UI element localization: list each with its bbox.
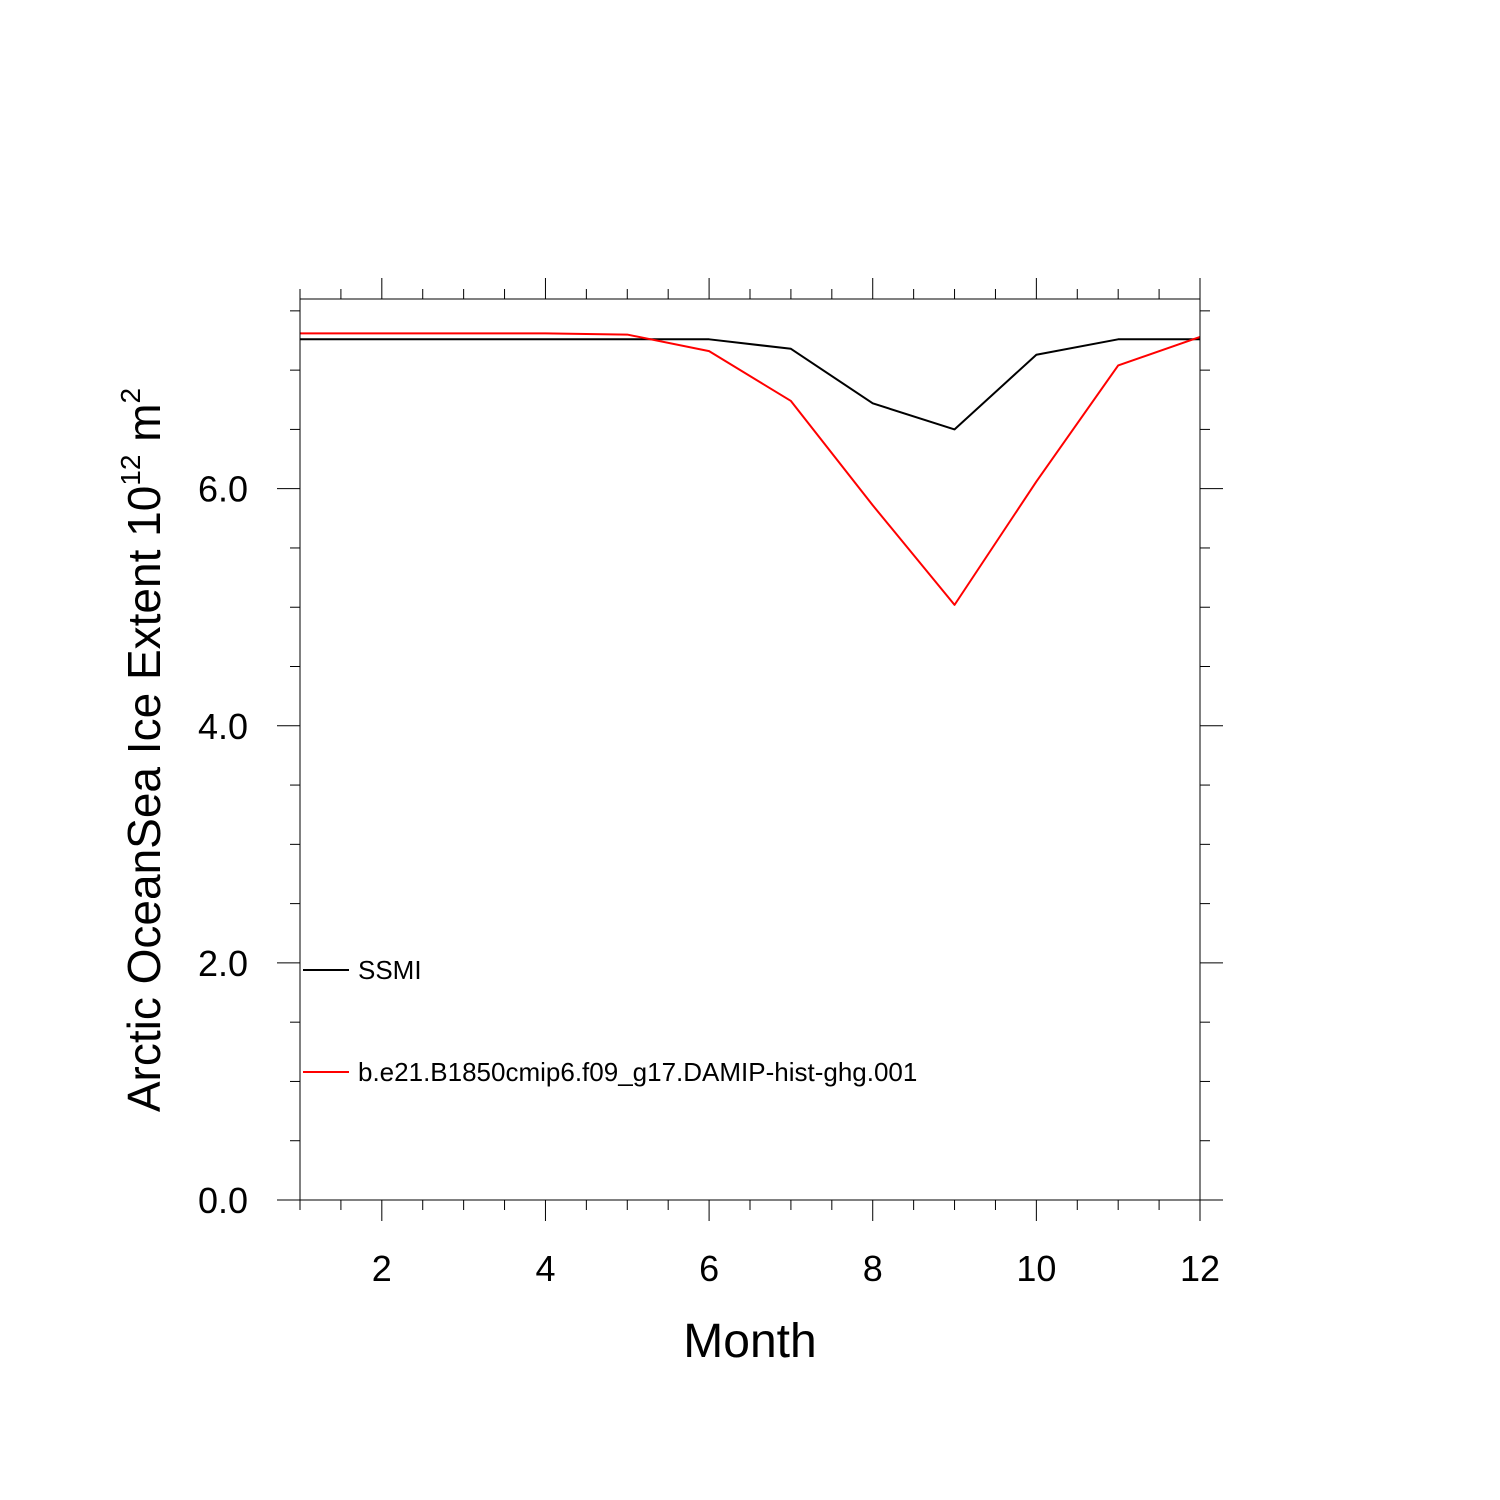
axis-ticks <box>277 278 1223 1221</box>
x-axis-title: Month <box>683 1315 816 1368</box>
y-axis-title: Arctic OceanSea Ice Extent 1012 m2 <box>115 388 170 1112</box>
series-line-1 <box>300 338 1200 431</box>
x-tick-label: 8 <box>863 1248 883 1289</box>
x-tick-label: 10 <box>1016 1248 1056 1289</box>
series-line-2 <box>300 332 1201 606</box>
x-tick-label: 6 <box>699 1248 719 1289</box>
y-axis-title-exponent: 12 <box>115 455 146 486</box>
plot-frame <box>299 298 1201 1201</box>
legend: SSMI b.e21.B1850cmip6.f09_g17.DAMIP-hist-… <box>303 955 917 1087</box>
y-axis-title-unit-exponent: 2 <box>115 388 146 404</box>
y-tick-label: 2.0 <box>198 943 248 984</box>
y-tick-label: 4.0 <box>198 706 248 747</box>
legend-label: b.e21.B1850cmip6.f09_g17.DAMIP-hist-ghg.… <box>358 1057 917 1087</box>
x-tick-label: 4 <box>535 1248 555 1289</box>
legend-label: SSMI <box>358 955 422 985</box>
series-lines <box>300 332 1201 606</box>
y-axis-title-unit: m <box>118 403 170 454</box>
y-tick-label: 6.0 <box>198 469 248 510</box>
tick-labels: 2 4 6 8 10 12 0.0 2.0 4.0 6.0 <box>198 469 1220 1289</box>
y-tick-label: 0.0 <box>198 1180 248 1221</box>
y-axis-title-main: Arctic OceanSea Ice Extent 10 <box>118 486 170 1112</box>
x-tick-label: 2 <box>372 1248 392 1289</box>
x-tick-label: 12 <box>1180 1248 1220 1289</box>
